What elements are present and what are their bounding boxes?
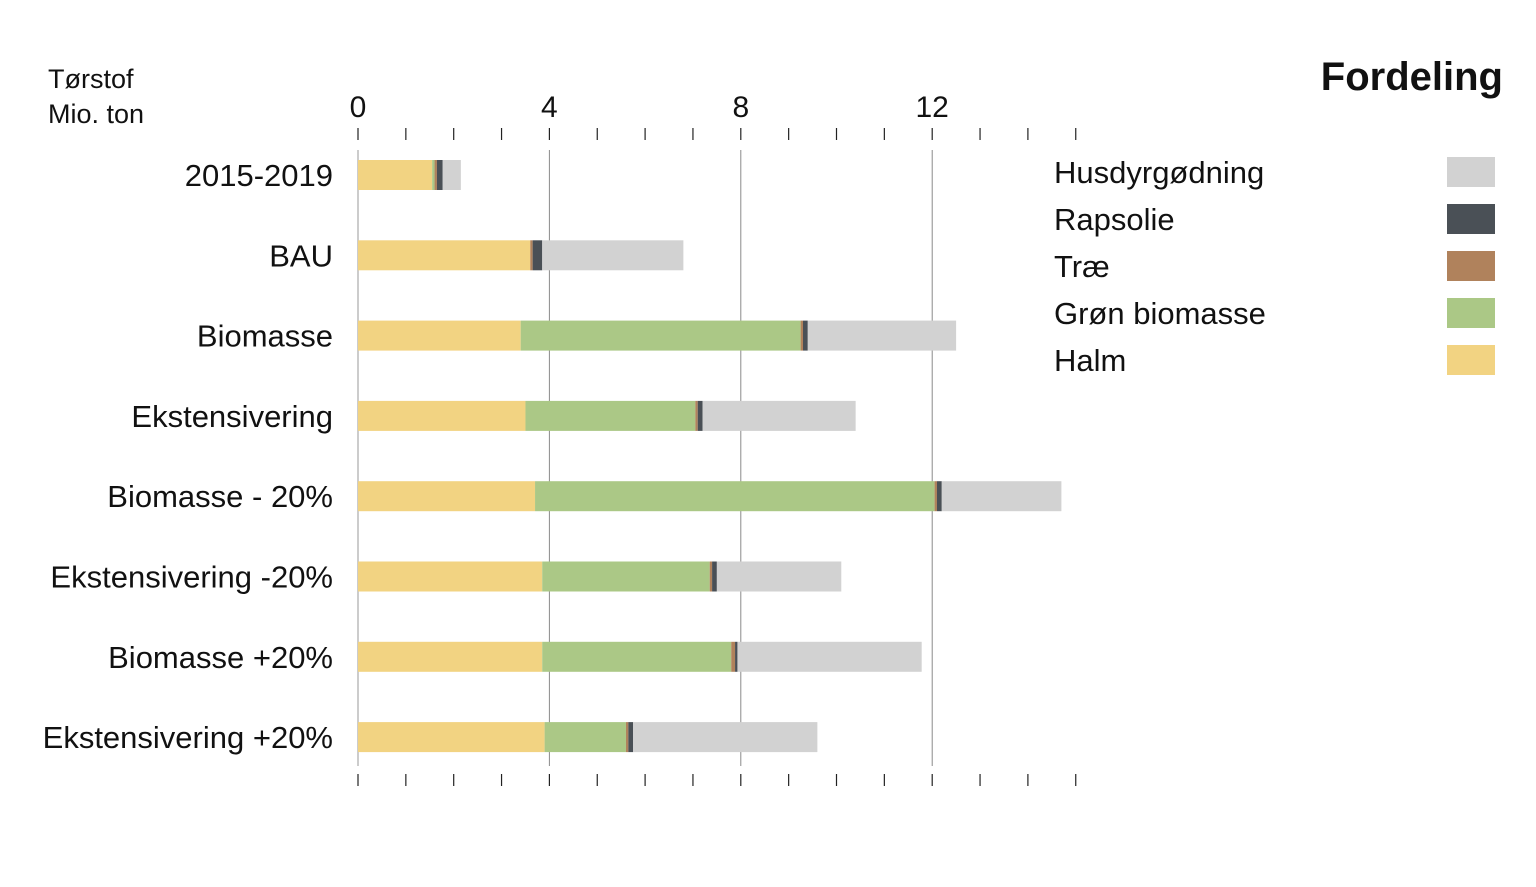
chart-title: Fordeling [1321,55,1503,99]
bar-segment [532,240,543,271]
legend-swatch [1447,298,1495,328]
bar-segment [709,561,713,592]
bar-segment [544,722,626,753]
axes: 0 4 8 12 [350,91,1077,786]
bar-segment [434,160,437,190]
bar-segment [530,240,533,271]
unit-label-line-1: Tørstof [48,64,134,94]
bar-segment [358,160,433,190]
bar-segment [934,481,937,512]
legend-label: Husdyrgødning [1054,155,1264,190]
bar-segment [731,641,736,672]
bar-segment [358,240,531,271]
legend: Husdyrgødning Rapsolie Træ Grøn biomasse Hal… [1054,155,1495,378]
bar-segment [803,320,808,351]
bar-segment [432,160,435,190]
bar-segment [542,561,710,592]
bar-segment [628,722,634,753]
legend-label: Halm [1054,343,1126,378]
bar-segment [737,641,922,672]
category-label: BAU [269,238,333,273]
category-label: Ekstensivering +20% [43,720,333,755]
unit-label-line-2: Mio. ton [48,99,144,129]
bar-segment [358,400,526,431]
legend-swatch [1447,251,1495,281]
category-label: Ekstensivering -20% [50,560,333,595]
bar-segment [542,240,684,271]
bar-segment [807,320,957,351]
bar-segment [702,400,856,431]
legend-label: Træ [1054,249,1110,284]
bar-segment [535,481,935,512]
category-label: 2015-2019 [185,158,333,193]
bar-segment [358,641,543,672]
bar-segment [633,722,818,753]
legend-label: Grøn biomasse [1054,296,1266,331]
category-label: Biomasse - 20% [107,479,333,514]
bar-segment [936,481,942,512]
bar-segment [436,160,443,190]
bar-segment [358,561,543,592]
bar-segment [697,400,703,431]
x-tick-label: 8 [732,91,749,124]
bar-segment [358,320,521,351]
category-label: Biomasse +20% [108,640,333,675]
bar-segment [800,320,804,351]
bar-segment [358,481,536,512]
bar-segment [625,722,629,753]
category-label: Ekstensivering [131,399,333,434]
legend-swatch [1447,345,1495,375]
bar-segment [941,481,1062,512]
legend-swatch [1447,157,1495,187]
category-labels: 2015-2019 BAU Biomasse Ekstensivering Biomas… [43,158,333,755]
legend-label: Rapsolie [1054,202,1175,237]
bar-segment [716,561,842,592]
bars [358,160,1062,753]
bar-segment [525,400,696,431]
x-tick-label: 0 [350,91,367,124]
bar-segment [542,641,732,672]
bar-segment [735,641,738,672]
x-tick-label: 4 [541,91,558,124]
bar-segment [520,320,801,351]
category-label: Biomasse [197,319,333,354]
bar-segment [695,400,698,431]
legend-swatch [1447,204,1495,234]
bar-segment [712,561,717,592]
bar-segment [442,160,461,190]
x-tick-label: 12 [916,91,949,124]
bar-segment [358,722,545,753]
